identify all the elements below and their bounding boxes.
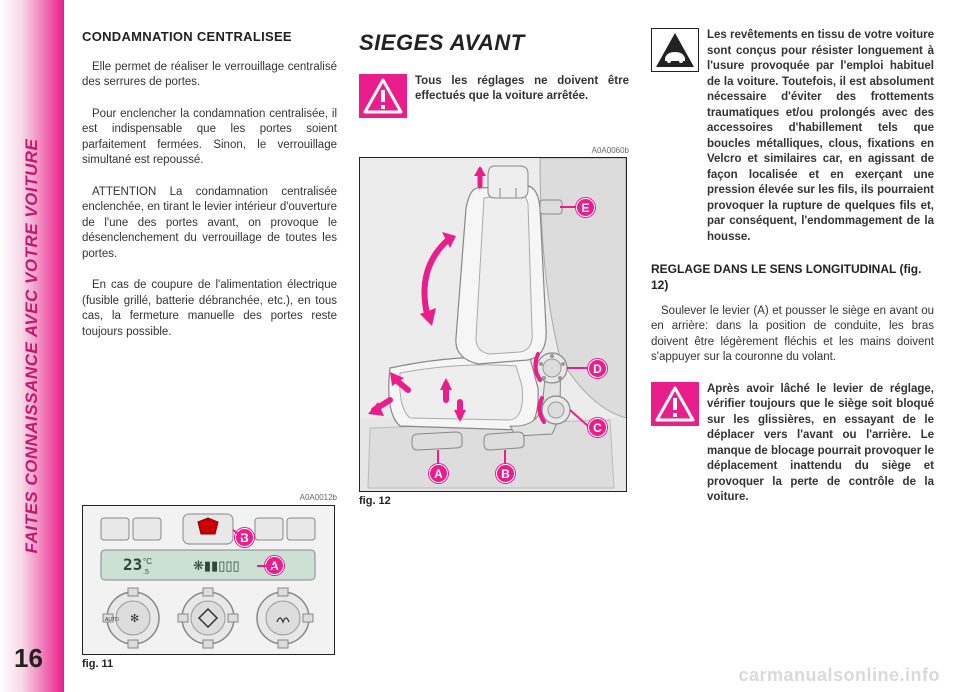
- side-tab-label: FAITES CONNAISSANCE AVEC VOTRE VOITURE: [22, 139, 42, 554]
- warning-box: Tous les réglages ne doivent être effect…: [359, 74, 629, 118]
- svg-text:23: 23: [123, 555, 142, 574]
- figure-code: A0A0060b: [359, 146, 629, 157]
- svg-text:.5: .5: [143, 569, 149, 576]
- figure-label: fig. 12: [359, 494, 629, 509]
- svg-text:AUTO: AUTO: [105, 617, 119, 623]
- column-1: CONDAMNATION CENTRALISEE Elle permet de …: [82, 28, 337, 672]
- page-number: 16: [14, 643, 43, 674]
- warning-text: Les revêtements en tissu de votre voitur…: [707, 28, 934, 245]
- content-area: CONDAMNATION CENTRALISEE Elle permet de …: [64, 0, 960, 692]
- column-3: Les revêtements en tissu de votre voitur…: [651, 28, 934, 672]
- dashboard-illustration: 23 °C .5 ❋▮▮▯▯▯ AUTO ✻: [83, 506, 334, 654]
- warning-triangle-icon: [359, 74, 407, 118]
- figure-label: fig. 11: [82, 657, 337, 672]
- svg-text:✻: ✻: [130, 613, 139, 625]
- paragraph: Elle permet de réaliser le verrouillage …: [82, 60, 337, 91]
- warning-text: Après avoir lâché le levier de réglage, …: [707, 382, 934, 506]
- paragraph: En cas de coupure de l'alimentation élec…: [82, 278, 337, 340]
- warning-box: Après avoir lâché le levier de réglage, …: [651, 382, 934, 506]
- manual-page: FAITES CONNAISSANCE AVEC VOTRE VOITURE 1…: [0, 0, 960, 692]
- paragraph: Pour enclencher la condamnation centrali…: [82, 107, 337, 169]
- warning-box: Les revêtements en tissu de votre voitur…: [651, 28, 934, 245]
- side-tab: FAITES CONNAISSANCE AVEC VOTRE VOITURE: [0, 0, 64, 692]
- watermark: carmanualsonline.info: [738, 665, 940, 686]
- section-heading-sieges: SIEGES AVANT: [359, 28, 629, 58]
- section-heading-condamnation: CONDAMNATION CENTRALISEE: [82, 28, 337, 46]
- svg-text:°C: °C: [143, 557, 152, 566]
- subsection-heading: REGLAGE DANS LE SENS LONGITUDINAL (fig. …: [651, 261, 934, 293]
- paragraph: Soulever le levier (A) et pousser le siè…: [651, 304, 934, 366]
- warning-triangle-icon: [651, 382, 699, 426]
- figure-seat: E D C B A: [359, 157, 627, 492]
- figure-code: A0A0012b: [82, 493, 337, 504]
- warning-car-icon: [651, 28, 699, 72]
- column-2: SIEGES AVANT Tous les réglages ne doiven…: [359, 28, 629, 672]
- warning-text: Tous les réglages ne doivent être effect…: [415, 74, 629, 105]
- svg-text:❋▮▮▯▯▯: ❋▮▮▯▯▯: [193, 558, 240, 573]
- figure-dashboard: 23 °C .5 ❋▮▮▯▯▯ AUTO ✻: [82, 505, 335, 655]
- paragraph: ATTENTION La condamnation centralisée en…: [82, 185, 337, 263]
